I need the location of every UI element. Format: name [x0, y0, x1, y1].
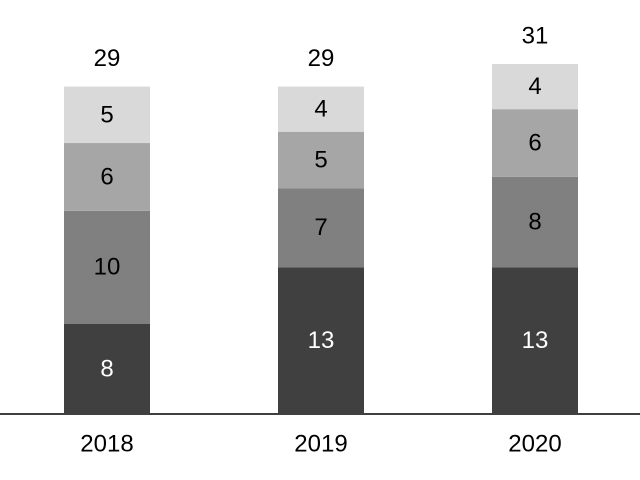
x-tick-label-2019: 2019	[294, 431, 347, 458]
bar-segment-2019-2	[278, 131, 364, 189]
data-label-2018-2: 6	[100, 163, 113, 190]
data-label-2020-1: 8	[528, 209, 541, 236]
data-label-2018-0: 8	[100, 355, 113, 382]
bars-group: 8 10 6 5 13 7 5 4 13 8 6 4	[64, 64, 578, 414]
bar-segment-2020-1	[492, 176, 578, 268]
data-label-2020-0: 13	[522, 327, 549, 354]
total-label-2019: 29	[308, 45, 335, 72]
x-tick-label-2020: 2020	[508, 431, 561, 458]
bar-segment-2020-0	[492, 267, 578, 414]
bar-segment-2020-2	[492, 109, 578, 177]
data-label-2020-3: 4	[528, 73, 541, 100]
bar-segment-2020-3	[492, 64, 578, 110]
bar-segment-2019-3	[278, 86, 364, 132]
bar-segment-2019-1	[278, 188, 364, 268]
data-label-2019-1: 7	[314, 214, 327, 241]
bar-segment-2018-2	[64, 143, 150, 211]
data-label-2019-2: 5	[314, 146, 327, 173]
total-label-2020: 31	[522, 23, 549, 50]
data-label-2018-1: 10	[94, 254, 121, 281]
data-label-2019-0: 13	[308, 327, 335, 354]
bar-segment-2019-0	[278, 267, 364, 414]
x-tick-labels-group: 2018 2019 2020	[80, 431, 561, 458]
data-label-2019-3: 4	[314, 96, 327, 123]
x-tick-label-2018: 2018	[80, 431, 133, 458]
data-label-2020-2: 6	[528, 130, 541, 157]
bar-segment-2018-0	[64, 323, 150, 414]
total-label-2018: 29	[94, 45, 121, 72]
totals-group: 29 29 31	[94, 23, 549, 73]
data-label-2018-3: 5	[100, 101, 113, 128]
bar-segment-2018-1	[64, 210, 150, 324]
bar-segment-2018-3	[64, 86, 150, 144]
